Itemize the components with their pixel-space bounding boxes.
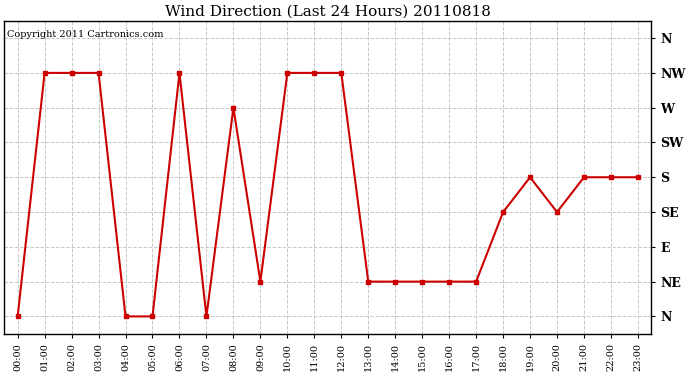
Title: Wind Direction (Last 24 Hours) 20110818: Wind Direction (Last 24 Hours) 20110818: [165, 4, 491, 18]
Text: Copyright 2011 Cartronics.com: Copyright 2011 Cartronics.com: [8, 30, 164, 39]
